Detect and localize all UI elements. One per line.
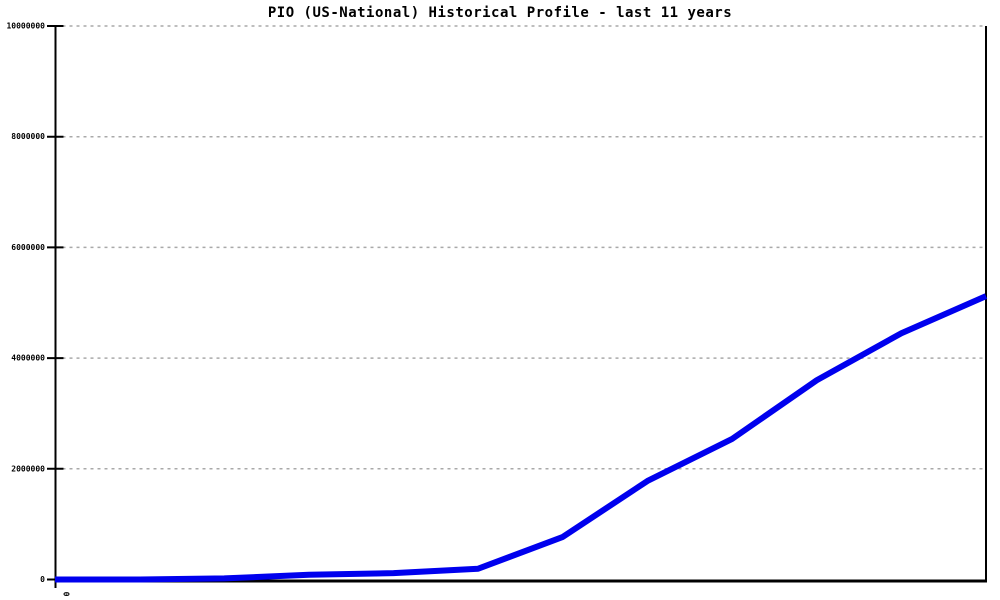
y-tick-label: 8000000 (11, 132, 45, 141)
axes (54, 26, 987, 588)
x-tick-label: 0 (62, 592, 71, 597)
chart-title: PIO (US-National) Historical Profile - l… (268, 5, 732, 21)
data-series (55, 293, 988, 583)
y-tick-label: 0 (40, 575, 45, 584)
x-axis-labels: 0 (62, 592, 71, 597)
y-tick-label: 6000000 (11, 243, 45, 252)
y-tick-label: 10000000 (6, 22, 45, 31)
y-gridlines (55, 25, 986, 470)
profile-line (55, 293, 988, 583)
y-axis-labels: 0 2000000 4000000 6000000 8000000 10000000 (6, 22, 45, 585)
y-tick-label: 2000000 (11, 464, 45, 473)
y-tick-label: 4000000 (11, 354, 45, 363)
